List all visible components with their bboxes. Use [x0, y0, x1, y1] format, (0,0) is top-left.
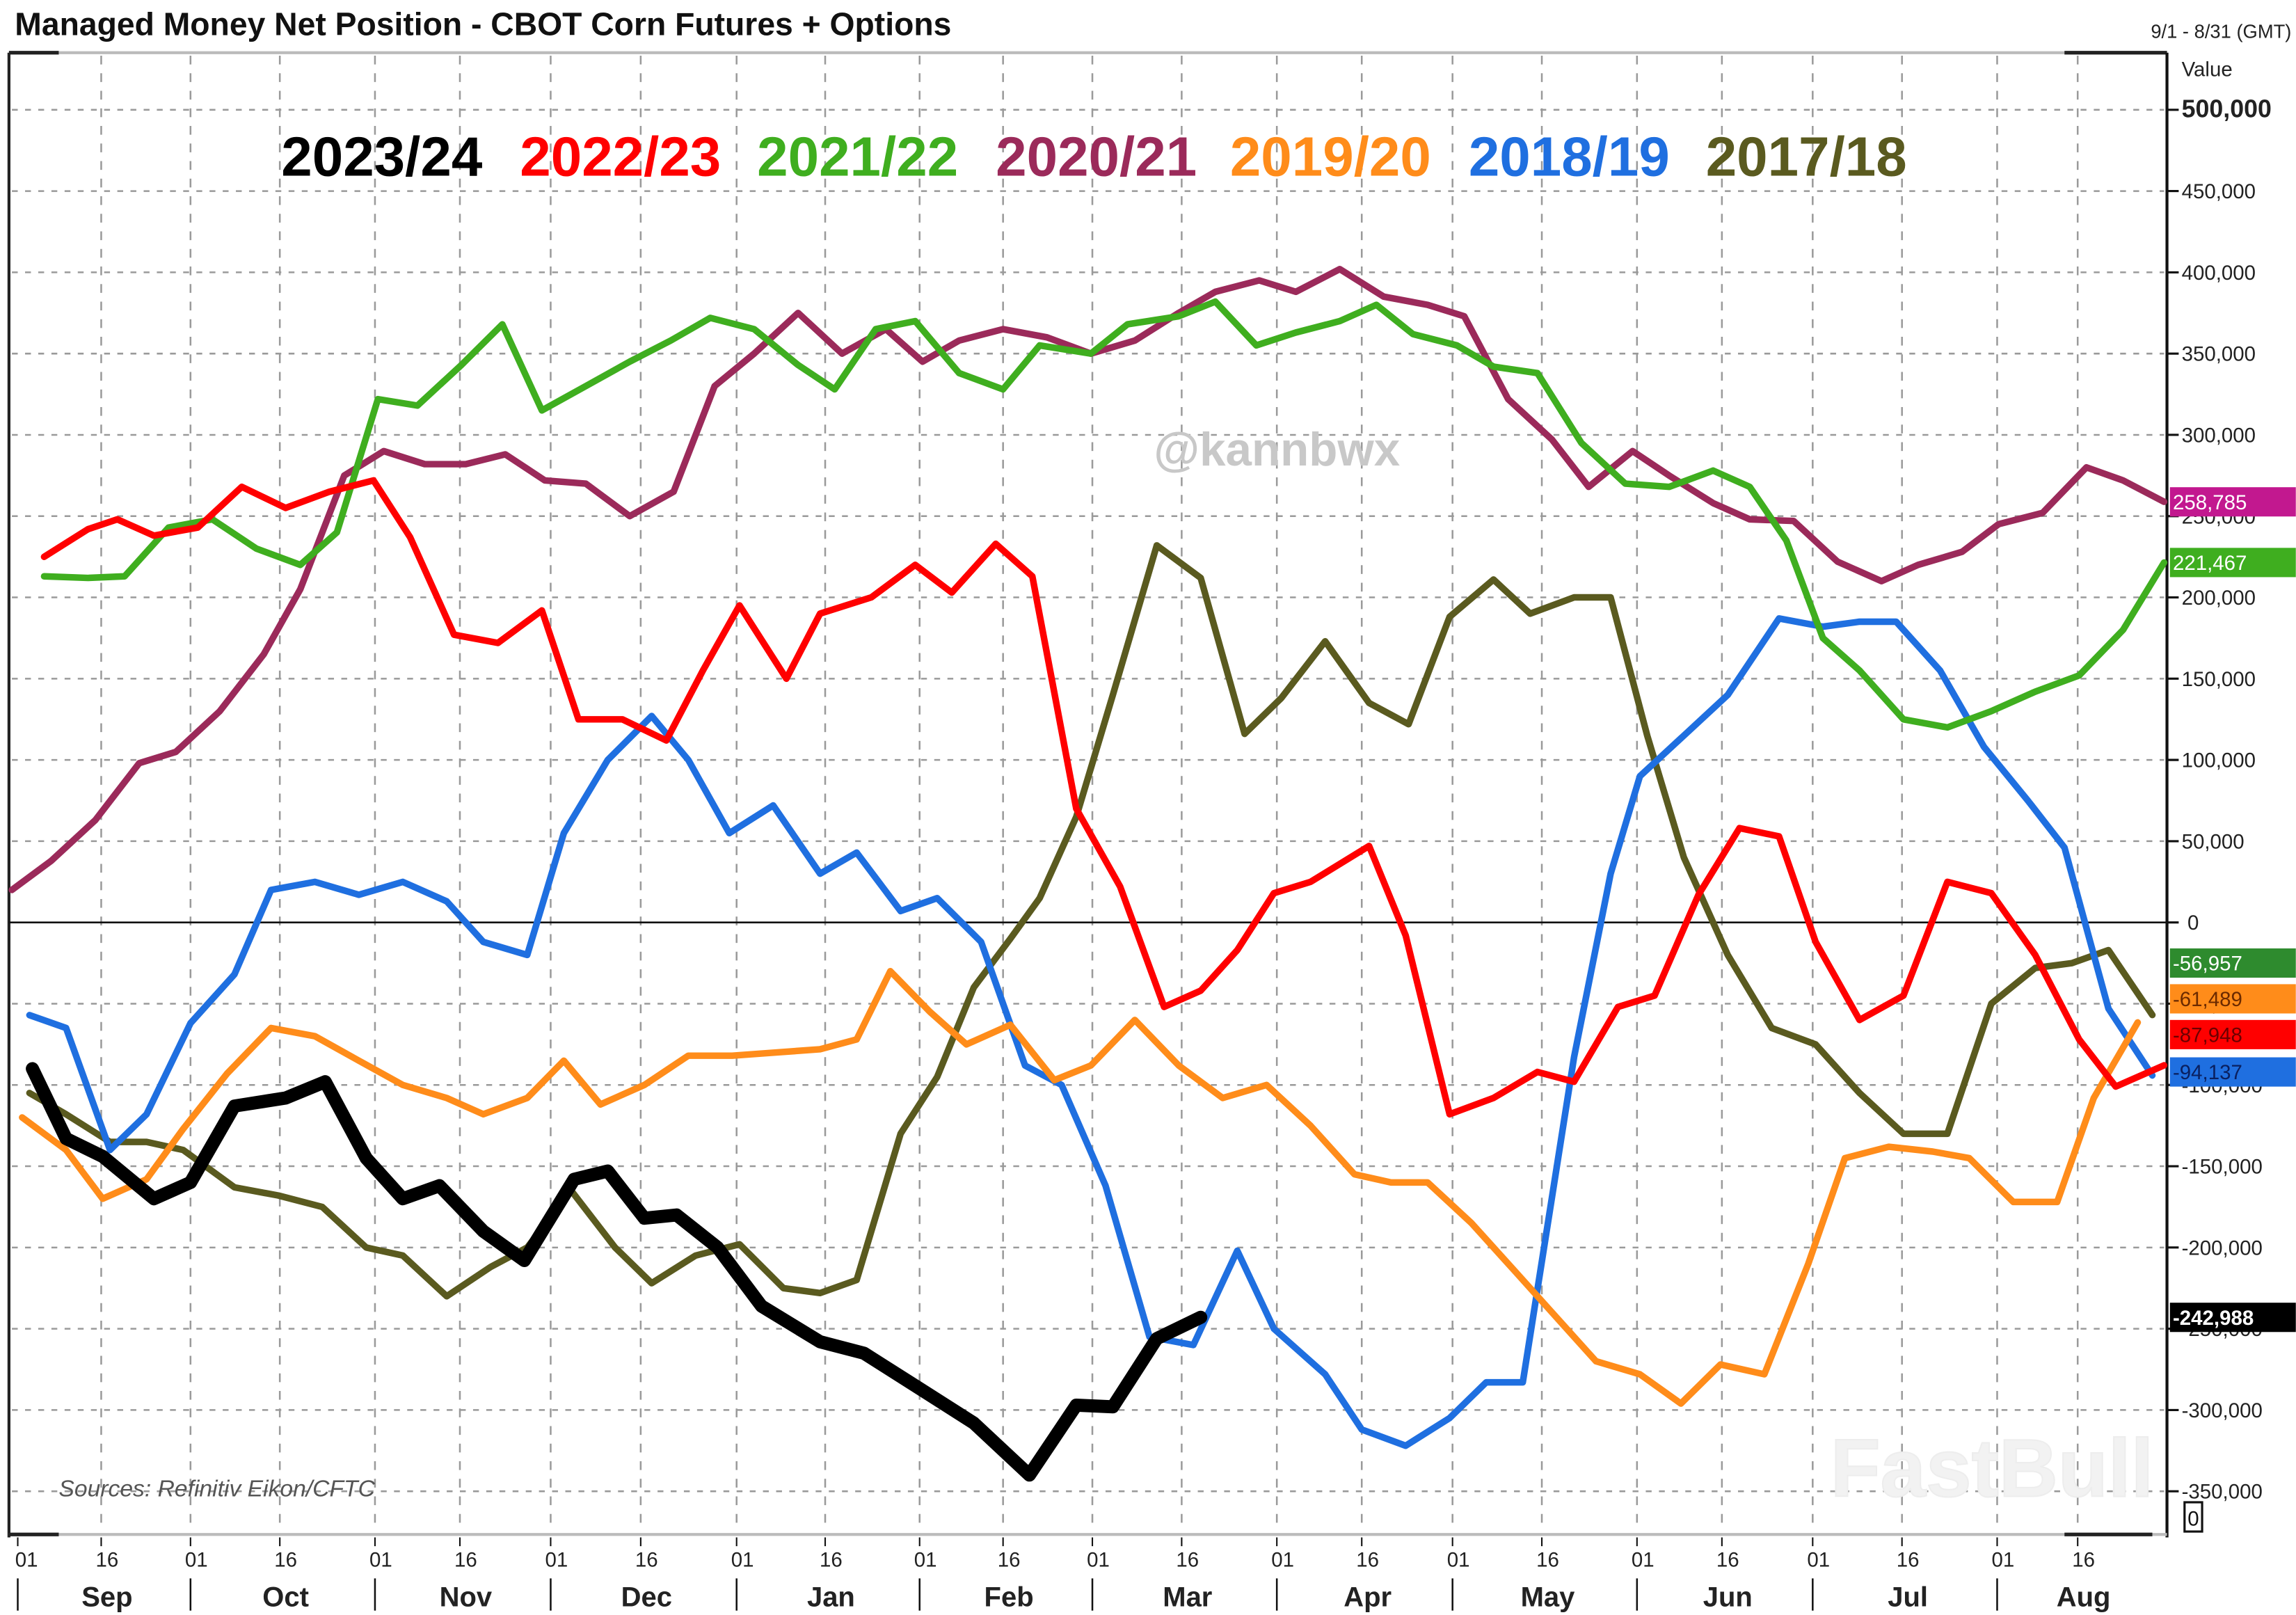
value-badge-label: 221,467 [2173, 552, 2247, 575]
y-tick-label: 150,000 [2182, 668, 2256, 691]
value-badge [2169, 1057, 2296, 1087]
y-tick-label: 450,000 [2182, 180, 2256, 203]
x-month-label: Aug [2057, 1582, 2111, 1612]
value-badge [2169, 948, 2296, 978]
plot-frame [7, 51, 2169, 1538]
series-line-2021-22 [40, 298, 2168, 731]
x-day-tick-label: 16 [635, 1549, 658, 1572]
y-tick-label: -300,000 [2182, 1399, 2263, 1422]
y-tick-label: 350,000 [2182, 343, 2256, 366]
x-day-tick-label: 16 [2072, 1549, 2095, 1572]
series-line-2018-19 [26, 615, 2156, 1449]
watermark-brand: FastBull [1831, 1422, 2154, 1514]
legend-item: 2017/18 [1706, 126, 1907, 188]
series-line-2023-24 [26, 1062, 1208, 1482]
y-axis: 500,000450,000400,000350,000300,000250,0… [2167, 95, 2272, 1504]
x-month-label: Dec [621, 1582, 672, 1612]
legend-item: 2018/19 [1469, 126, 1670, 188]
x-day-tick-label: 16 [274, 1549, 297, 1572]
x-day-tick-label: 16 [95, 1549, 118, 1572]
x-day-tick-label: 16 [998, 1549, 1021, 1572]
y-tick-label: -150,000 [2182, 1156, 2263, 1179]
legend-item: 2022/23 [520, 126, 721, 188]
value-badge-label: -61,489 [2173, 988, 2242, 1011]
svg-text:0: 0 [2187, 1508, 2199, 1531]
x-day-tick-label: 01 [1632, 1549, 1655, 1572]
legend: 2023/24 2022/23 2021/22 2020/21 2019/20 2018/… [281, 126, 1906, 188]
value-badge [2169, 1303, 2296, 1332]
y-tick-label: 500,000 [2182, 95, 2272, 122]
x-month-label: Sep [81, 1582, 132, 1612]
y-tick-label: -350,000 [2182, 1481, 2263, 1504]
x-day-tick-label: 16 [820, 1549, 843, 1572]
x-month-label: Jun [1703, 1582, 1753, 1612]
x-month-label: Mar [1163, 1582, 1212, 1612]
watermark-handle: @kannbwx [1154, 424, 1400, 476]
x-day-tick-label: 01 [1807, 1549, 1830, 1572]
x-month-label: Feb [984, 1582, 1034, 1612]
corner-glyph: 0 [2183, 1501, 2203, 1533]
x-month-label: Jan [807, 1582, 855, 1612]
x-day-tick-label: 16 [1897, 1549, 1920, 1572]
x-day-tick-label: 01 [1087, 1549, 1110, 1572]
value-badge-label: -242,988 [2173, 1307, 2254, 1330]
value-badge-label: 258,785 [2173, 491, 2247, 514]
gridlines [12, 55, 2165, 1532]
x-day-tick-label: 16 [454, 1549, 477, 1572]
x-day-tick-label: 01 [1271, 1549, 1294, 1572]
value-badge [2169, 1019, 2296, 1049]
x-month-label: Oct [262, 1582, 309, 1612]
sources-note: Sources: Refinitiv Eikon/CFTC [58, 1477, 375, 1502]
y-tick-label: 0 [2187, 912, 2199, 934]
x-day-tick-label: 16 [1176, 1549, 1199, 1572]
x-day-tick-label: 16 [1536, 1549, 1559, 1572]
legend-item: 2020/21 [996, 126, 1197, 188]
series-line-2017-18 [26, 542, 2156, 1300]
x-month-label: Jul [1888, 1582, 1928, 1612]
y-tick-label: 300,000 [2182, 424, 2256, 447]
legend-item: 2023/24 [281, 126, 483, 188]
legend-item: 2019/20 [1230, 126, 1431, 188]
series-line-2020-21 [8, 266, 2168, 893]
y-axis-caption: Value [2182, 58, 2233, 81]
y-tick-label: 50,000 [2182, 830, 2245, 853]
value-badge [2169, 487, 2296, 517]
chart-title: Managed Money Net Position - CBOT Corn F… [15, 6, 951, 42]
x-day-tick-label: 01 [731, 1549, 754, 1572]
value-badge [2169, 548, 2296, 578]
value-badges: 258,785 221,467 -56,957 -61,489 -87,948 -94,1… [2169, 487, 2296, 1332]
x-day-tick-label: 01 [15, 1549, 38, 1572]
legend-item: 2021/22 [757, 126, 958, 188]
value-badge-label: -94,137 [2173, 1061, 2242, 1084]
x-day-tick-label: 01 [914, 1549, 937, 1572]
y-tick-label: 400,000 [2182, 262, 2256, 285]
date-range-label: 9/1 - 8/31 (GMT) [2151, 21, 2291, 42]
x-axis: 01 16 01 16 01 16 01 16 01 16 01 16 01 16 01 16 01 16 01 16… [15, 1537, 2111, 1612]
series-line-2022-23 [40, 477, 2168, 1118]
x-day-tick-label: 01 [545, 1549, 568, 1572]
x-month-label: Nov [440, 1582, 493, 1612]
series-line-2019-20 [19, 968, 2142, 1407]
y-tick-label: 100,000 [2182, 749, 2256, 772]
value-badge-label: -87,948 [2173, 1024, 2242, 1047]
x-day-tick-label: 16 [1716, 1549, 1739, 1572]
y-tick-label: -200,000 [2182, 1236, 2263, 1259]
x-day-tick-label: 16 [1356, 1549, 1379, 1572]
value-badge-label: -56,957 [2173, 953, 2242, 976]
value-badge [2169, 984, 2296, 1014]
x-day-tick-label: 01 [1992, 1549, 2015, 1572]
x-day-tick-label: 01 [369, 1549, 392, 1572]
x-day-tick-label: 01 [185, 1549, 208, 1572]
y-tick-label: 200,000 [2182, 587, 2256, 610]
data-series [8, 266, 2168, 1482]
x-month-label: May [1521, 1582, 1576, 1612]
x-day-tick-label: 01 [1447, 1549, 1470, 1572]
x-month-label: Apr [1344, 1582, 1392, 1612]
